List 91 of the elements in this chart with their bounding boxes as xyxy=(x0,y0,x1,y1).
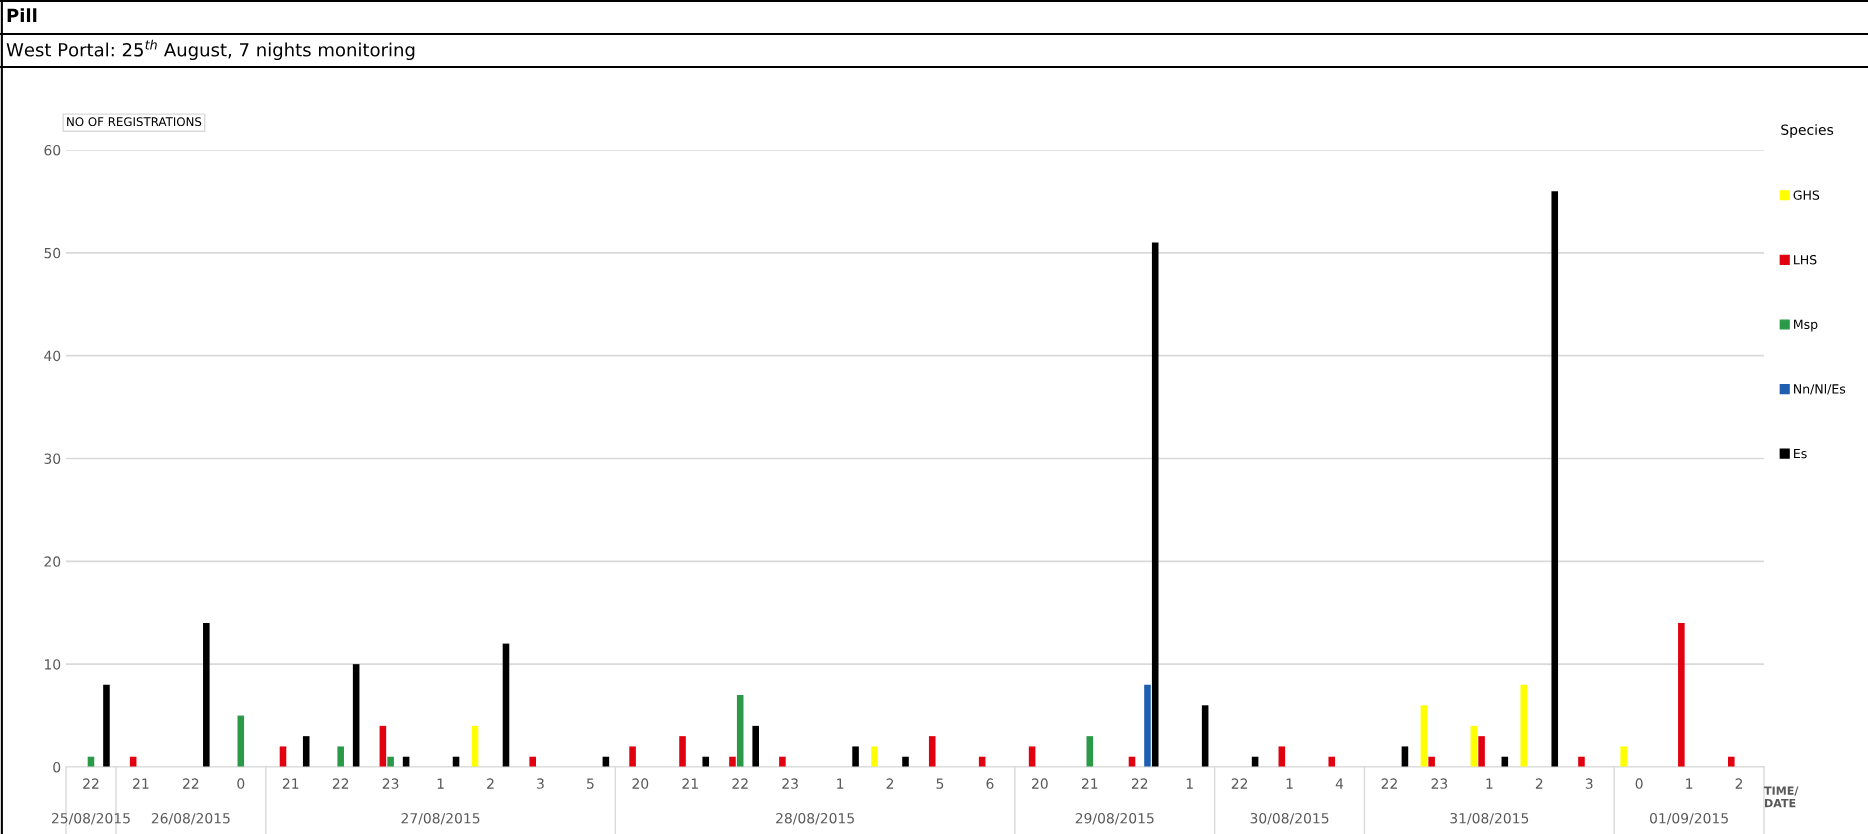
x-tick-label: 5 xyxy=(936,778,944,789)
x-tick-label: 3 xyxy=(537,778,544,789)
x-tick-label: 1 xyxy=(1186,778,1193,789)
legend-label: Nn/Nl/Es xyxy=(1794,383,1846,395)
x-tick-label: 21 xyxy=(1081,778,1098,789)
bar xyxy=(629,746,636,767)
x-tick-label: 0 xyxy=(1635,778,1643,789)
x-tick-label: 20 xyxy=(1032,778,1048,789)
bar xyxy=(302,736,310,767)
x-tick-label: 2 xyxy=(1535,778,1543,789)
text: 27/08/2015 xyxy=(401,812,480,825)
legend-title: Species xyxy=(1781,124,1834,138)
x-tick-label: 22 xyxy=(732,778,748,789)
x-tick-label: 2 xyxy=(1735,778,1743,789)
x-tick-label: 21 xyxy=(133,778,149,789)
chart-subtitle: West Portal: 25$^{th}$ August, 7 nights monitoring xyxy=(6,39,415,61)
x-tick-label: 0 xyxy=(237,778,245,789)
text: 29/08/2015 xyxy=(1075,812,1154,825)
bar xyxy=(752,725,759,767)
text: 26/08/2015 xyxy=(151,812,230,825)
x-tick-label: 22 xyxy=(1381,778,1397,789)
x-tick-label: 20 xyxy=(632,778,649,789)
bar xyxy=(337,746,344,767)
bar xyxy=(1144,684,1151,767)
y-tick-label: 10 xyxy=(44,659,61,670)
y-tick-label: 50 xyxy=(44,247,61,259)
bar xyxy=(1728,756,1735,767)
x-tick-label: 2 xyxy=(487,778,494,789)
bar xyxy=(928,736,936,767)
legend-label: Es xyxy=(1794,448,1807,459)
x-tick-label: 22 xyxy=(1231,778,1248,789)
bar xyxy=(736,695,744,767)
bar xyxy=(1428,756,1435,767)
x-tick-label: 21 xyxy=(282,778,299,789)
bar xyxy=(1328,756,1336,767)
x-tick-label: 23 xyxy=(1431,778,1448,789)
text: 30/08/2015 xyxy=(1250,812,1329,825)
bar xyxy=(103,684,110,767)
x-tick-label: 1 xyxy=(1486,778,1493,789)
bar xyxy=(1551,191,1559,767)
bar xyxy=(1420,705,1428,767)
bar xyxy=(902,756,909,767)
x-tick-label: 4 xyxy=(1335,778,1344,789)
x-tick-label: 22 xyxy=(83,778,99,789)
x-tick-label: 5 xyxy=(587,778,594,789)
x-tick-label: 1 xyxy=(837,778,844,789)
y-tick-label: 30 xyxy=(44,453,61,464)
bar xyxy=(852,746,859,767)
bar xyxy=(1151,242,1159,767)
bar xyxy=(203,623,210,767)
text: 31/08/2015 xyxy=(1450,812,1529,825)
x-tick-label: 22 xyxy=(1131,778,1148,789)
legend-label: Msp xyxy=(1794,319,1818,332)
x-axis-title: TIME/ DATE xyxy=(1764,786,1799,808)
bar xyxy=(1520,684,1528,767)
bar xyxy=(1678,623,1685,767)
y-axis-title: NO OF REGISTRATIONS xyxy=(67,117,202,127)
x-tick-label: 23 xyxy=(782,778,798,789)
x-tick-label: 23 xyxy=(382,778,399,789)
x-tick-label: 1 xyxy=(1286,778,1293,789)
bar xyxy=(871,746,878,767)
text: 25/08/2015 xyxy=(51,812,130,825)
x-tick-label: 21 xyxy=(682,778,698,789)
bar xyxy=(729,756,736,767)
bar xyxy=(679,736,686,767)
x-tick-label: 22 xyxy=(183,778,199,789)
bar xyxy=(352,664,360,767)
legend-label: LHS xyxy=(1794,254,1817,265)
bar xyxy=(1478,736,1485,767)
text: 28/08/2015 xyxy=(776,812,854,825)
bar xyxy=(387,756,394,767)
text: 01/09/2015 xyxy=(1649,812,1728,825)
x-tick-label: 2 xyxy=(886,778,894,789)
x-tick-label: 3 xyxy=(1585,778,1593,789)
bar xyxy=(1201,705,1209,767)
bar xyxy=(779,756,786,767)
y-tick-label: 60 xyxy=(44,144,61,156)
y-tick-label: 0 xyxy=(53,761,61,773)
bar xyxy=(1620,746,1627,767)
x-tick-label: 1 xyxy=(1686,778,1693,789)
x-tick-label: 1 xyxy=(437,778,444,789)
bar xyxy=(502,643,510,767)
chart-title: Pill xyxy=(7,8,37,22)
y-tick-label: 20 xyxy=(44,556,61,567)
bar xyxy=(702,756,710,767)
x-tick-label: 6 xyxy=(986,778,994,789)
legend-label: GHS xyxy=(1793,190,1820,200)
bar xyxy=(529,756,536,767)
bar xyxy=(1578,756,1585,767)
y-tick-label: 40 xyxy=(44,350,61,362)
x-tick-label: 22 xyxy=(332,778,349,789)
